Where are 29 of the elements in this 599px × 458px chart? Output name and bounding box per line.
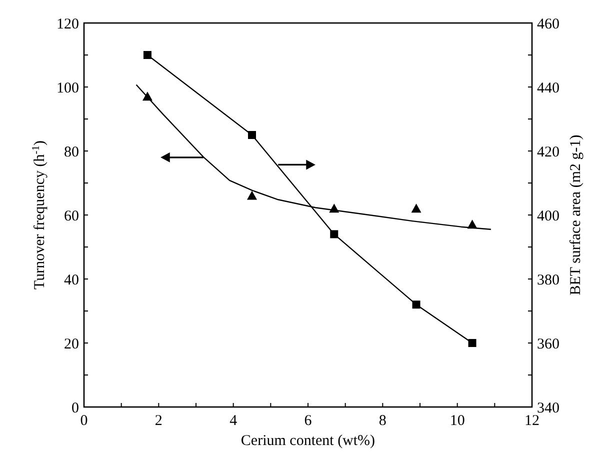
y-tick-label: 100 <box>56 80 79 96</box>
point <box>411 204 422 213</box>
x-tick-label: 2 <box>154 413 162 429</box>
y-tick-label: 20 <box>64 336 79 352</box>
x-tick-label: 6 <box>304 413 312 429</box>
point <box>468 339 476 347</box>
x-tick-label: 12 <box>524 413 540 429</box>
y-tick-label: 60 <box>64 208 79 224</box>
x-tick-label: 10 <box>450 413 465 429</box>
y2-tick-label: 380 <box>537 272 560 288</box>
y2-tick-label: 440 <box>537 80 560 96</box>
y-tick-label: 0 <box>72 400 79 416</box>
y2-tick-label: 360 <box>537 336 560 352</box>
y2-tick-label: 420 <box>537 144 560 160</box>
y2-axis-title: BET surface area (m2 g-1) <box>568 134 584 296</box>
x-tick-label: 8 <box>378 413 386 429</box>
point <box>412 300 420 309</box>
y2-tick-label: 400 <box>537 208 560 224</box>
point <box>330 230 338 238</box>
x-tick-label: 4 <box>230 413 238 429</box>
y2-tick-label: 460 <box>537 16 560 32</box>
y-tick-label: 80 <box>64 144 79 160</box>
point <box>248 131 256 139</box>
point <box>143 51 152 59</box>
y-tick-label: 40 <box>64 272 79 288</box>
y-tick-label: 120 <box>56 16 79 32</box>
point <box>247 190 257 200</box>
y2-tick-label: 340 <box>537 400 560 416</box>
x-axis-title: Cerium content (wt%) <box>240 433 376 449</box>
